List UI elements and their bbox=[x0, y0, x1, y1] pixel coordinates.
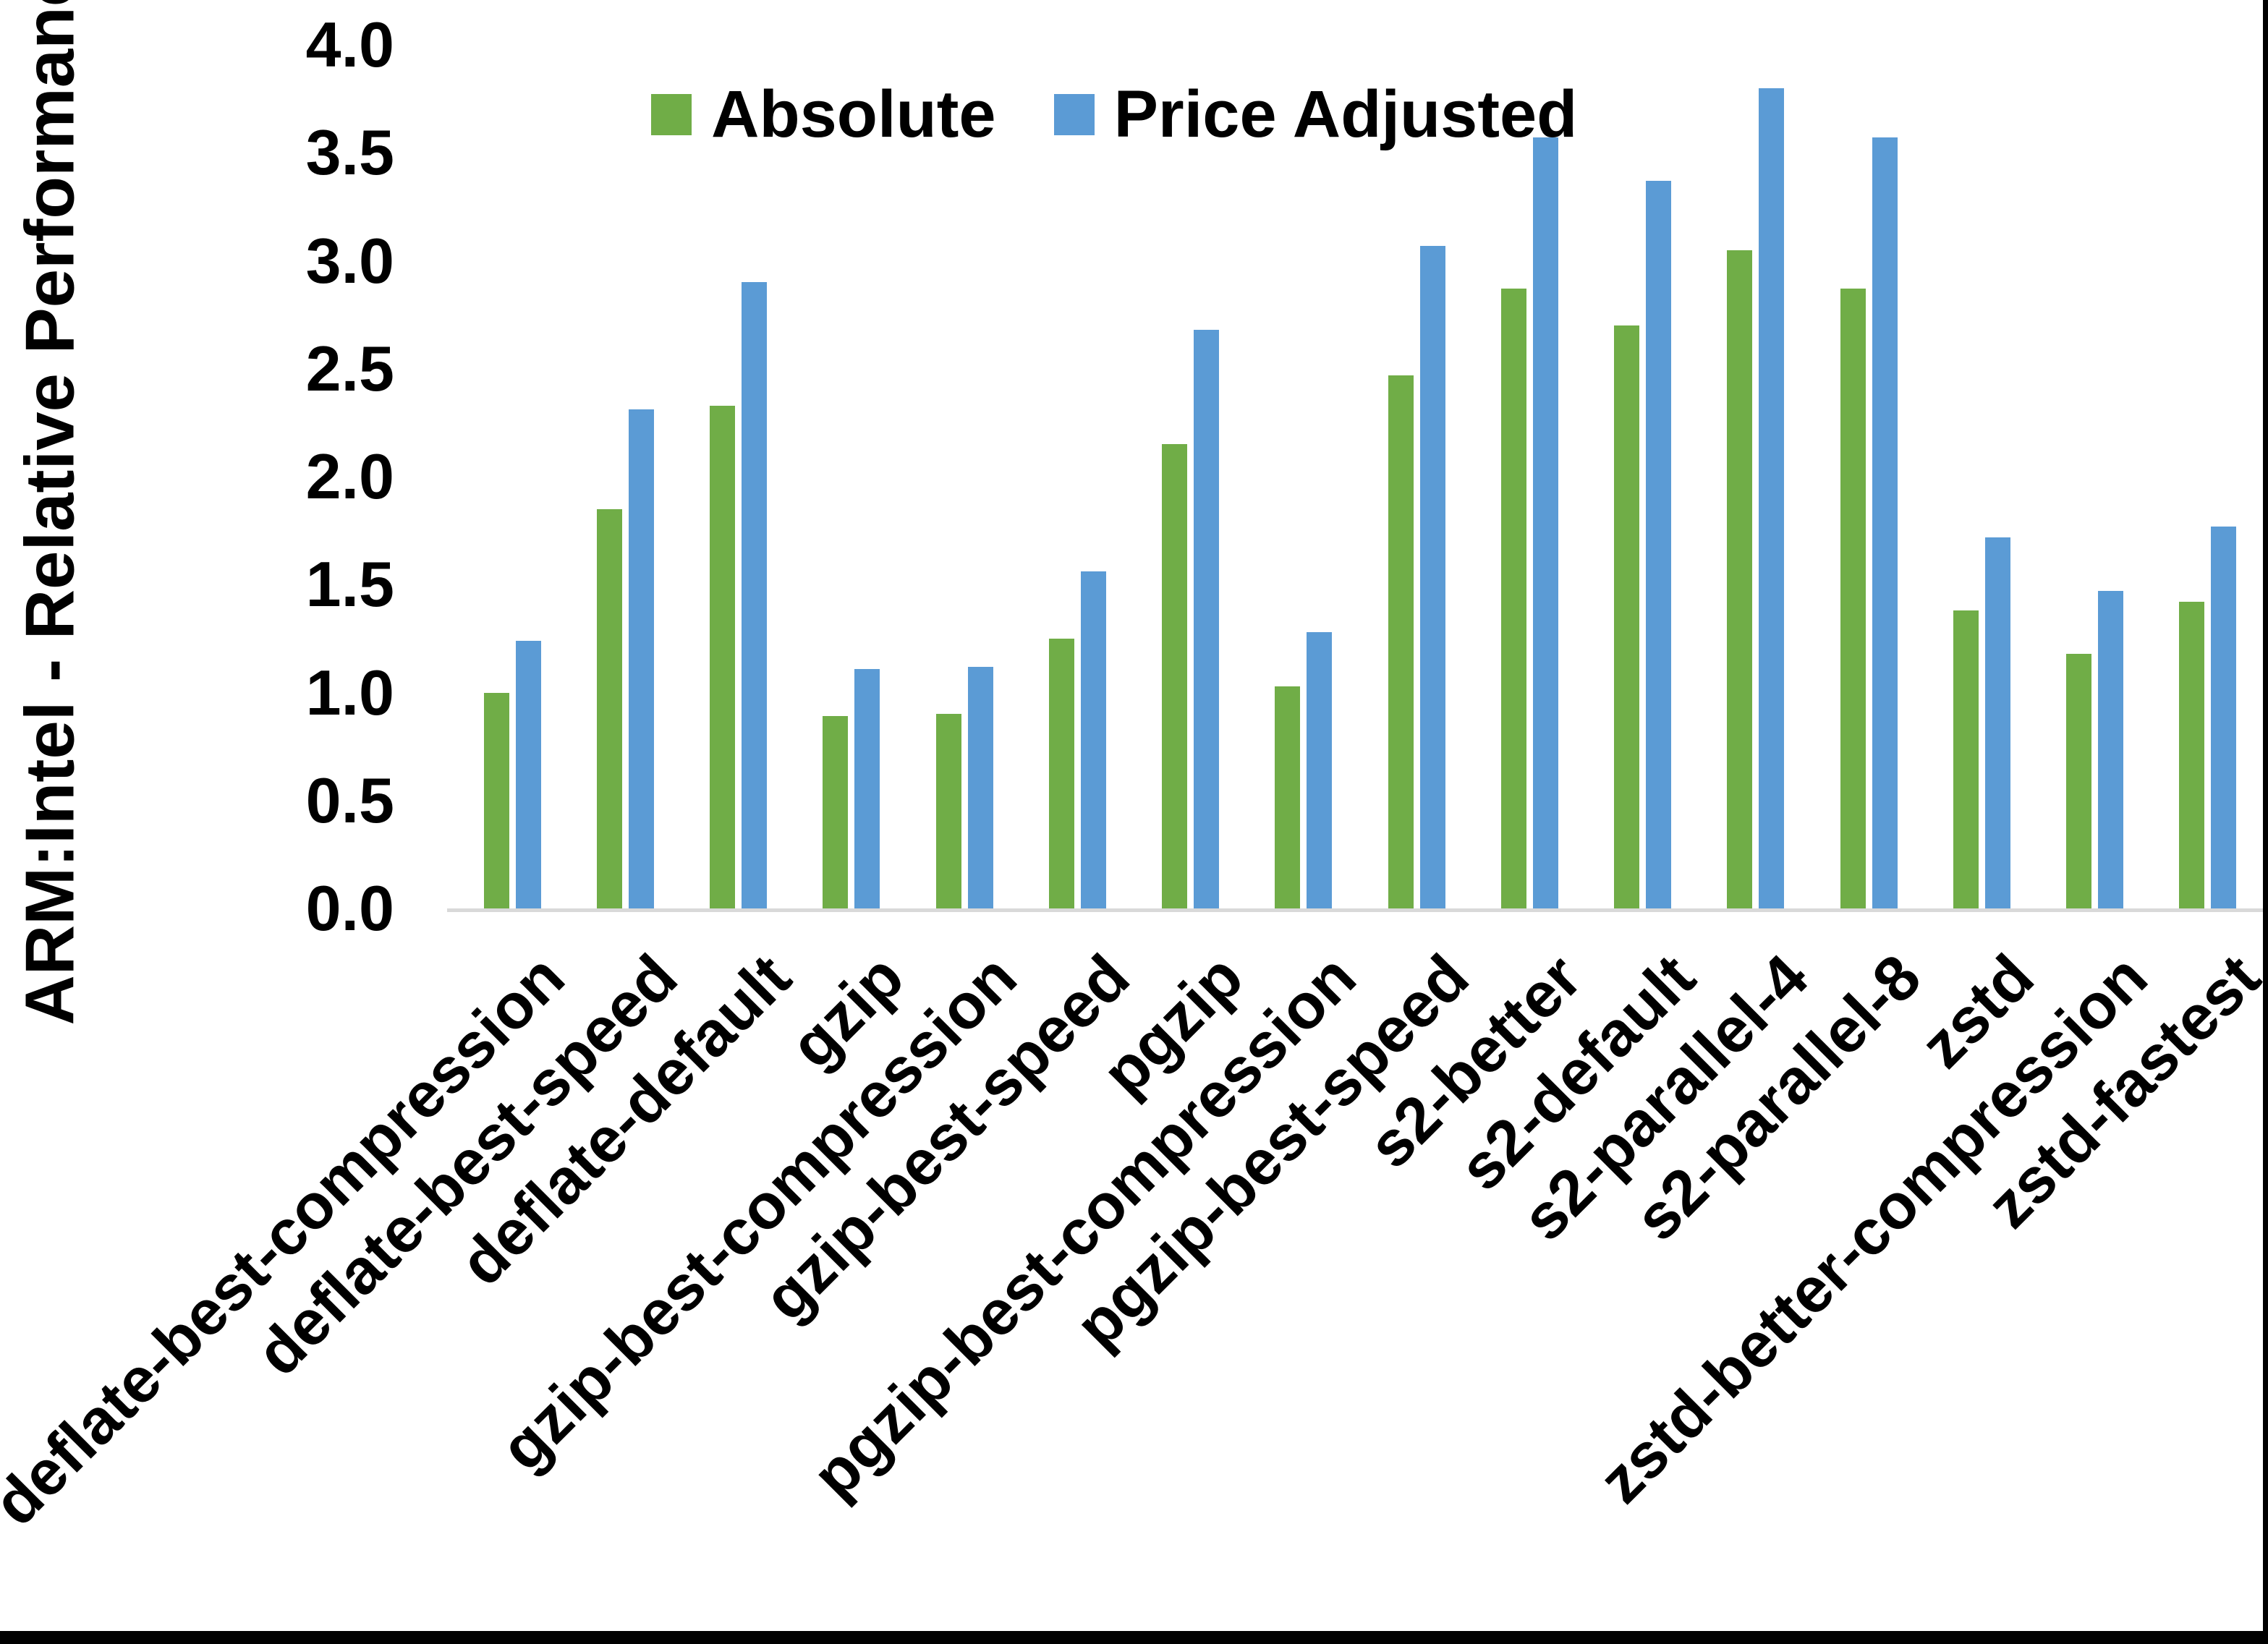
bar-absolute-zstd-better-compression bbox=[2066, 653, 2092, 908]
bar-price-adjusted-s2-better bbox=[1532, 137, 1558, 908]
legend-swatch-price-adjusted bbox=[1053, 93, 1095, 135]
plot-area bbox=[456, 45, 2264, 908]
bar-absolute-deflate-default bbox=[710, 405, 736, 908]
y-axis-title: ARM:Intel - Relative Performance bbox=[12, 0, 90, 1026]
bar-price-adjusted-gzip-best-speed bbox=[1080, 571, 1106, 908]
bar-group-s2-better bbox=[1473, 45, 1586, 908]
bar-absolute-s2-parallel-8 bbox=[1840, 289, 1866, 908]
image-bottom-border bbox=[0, 1631, 2268, 1644]
bar-absolute-pgzip bbox=[1162, 444, 1188, 908]
bar-absolute-zstd-fastest bbox=[2179, 602, 2205, 908]
bar-group-zstd-fastest bbox=[2152, 45, 2264, 908]
bar-price-adjusted-pgzip-best-speed bbox=[1419, 245, 1445, 908]
bar-price-adjusted-s2-parallel-4 bbox=[1759, 88, 1785, 908]
y-tick-label: 2.5 bbox=[305, 332, 394, 404]
bar-absolute-gzip-best-speed bbox=[1048, 638, 1074, 908]
bar-absolute-gzip-best-compression bbox=[935, 714, 961, 908]
bar-group-s2-parallel-4 bbox=[1699, 45, 1812, 908]
bar-group-pgzip-best-compression bbox=[1247, 45, 1360, 908]
bar-price-adjusted-deflate-best-compression bbox=[515, 640, 541, 908]
bar-price-adjusted-s2-default bbox=[1646, 181, 1672, 908]
bar-price-adjusted-zstd-better-compression bbox=[2098, 591, 2124, 908]
y-tick-label: 3.5 bbox=[305, 116, 394, 189]
bar-price-adjusted-deflate-default bbox=[742, 282, 768, 908]
bar-group-gzip bbox=[795, 45, 908, 908]
bar-absolute-s2-parallel-4 bbox=[1727, 250, 1753, 908]
bar-absolute-s2-default bbox=[1614, 325, 1640, 908]
bar-price-adjusted-pgzip-best-compression bbox=[1307, 631, 1333, 908]
x-axis-baseline bbox=[447, 908, 2264, 912]
bar-absolute-deflate-best-compression bbox=[483, 692, 509, 908]
bar-price-adjusted-pgzip bbox=[1194, 330, 1220, 908]
legend-swatch-absolute bbox=[651, 93, 692, 135]
bar-group-s2-parallel-8 bbox=[1812, 45, 1925, 908]
bar-group-pgzip-best-speed bbox=[1360, 45, 1473, 908]
bar-absolute-gzip bbox=[823, 716, 849, 908]
bar-absolute-pgzip-best-compression bbox=[1275, 686, 1301, 908]
legend-label-absolute: Absolute bbox=[711, 77, 996, 151]
bar-group-deflate-best-compression bbox=[456, 45, 569, 908]
bar-group-gzip-best-compression bbox=[908, 45, 1021, 908]
legend-item-absolute: Absolute bbox=[651, 81, 996, 148]
bar-price-adjusted-gzip bbox=[854, 668, 880, 908]
legend: Absolute Price Adjusted bbox=[651, 81, 1577, 148]
bar-absolute-s2-better bbox=[1500, 289, 1526, 908]
bar-group-pgzip bbox=[1134, 45, 1247, 908]
bar-absolute-deflate-best-speed bbox=[596, 508, 622, 908]
bar-absolute-pgzip-best-speed bbox=[1388, 375, 1414, 908]
bar-group-deflate-best-speed bbox=[569, 45, 681, 908]
y-tick-label: 4.0 bbox=[305, 9, 394, 80]
bar-group-zstd-better-compression bbox=[2039, 45, 2152, 908]
legend-label-price-adjusted: Price Adjusted bbox=[1113, 77, 1578, 151]
y-tick-label: 1.5 bbox=[305, 548, 394, 621]
bar-price-adjusted-zstd bbox=[1984, 537, 2010, 908]
y-tick-label: 0.0 bbox=[305, 872, 394, 944]
bar-price-adjusted-zstd-fastest bbox=[2211, 526, 2237, 908]
bar-group-gzip-best-speed bbox=[1021, 45, 1134, 908]
y-tick-label: 1.0 bbox=[305, 656, 394, 728]
bar-group-deflate-default bbox=[682, 45, 795, 908]
y-axis-title-box: ARM:Intel - Relative Performance bbox=[7, 0, 94, 1026]
image-right-border bbox=[2263, 0, 2268, 1644]
y-tick-label: 0.5 bbox=[305, 764, 394, 836]
bar-price-adjusted-deflate-best-speed bbox=[628, 409, 654, 908]
bar-price-adjusted-s2-parallel-8 bbox=[1872, 137, 1898, 908]
legend-item-price-adjusted: Price Adjusted bbox=[1053, 77, 1578, 151]
bar-absolute-zstd bbox=[1953, 610, 1979, 908]
y-tick-label: 3.0 bbox=[305, 224, 394, 297]
y-tick-label: 2.0 bbox=[305, 440, 394, 512]
bar-group-s2-default bbox=[1587, 45, 1699, 908]
bar-group-zstd bbox=[1925, 45, 2038, 908]
bar-price-adjusted-gzip-best-compression bbox=[967, 666, 993, 908]
